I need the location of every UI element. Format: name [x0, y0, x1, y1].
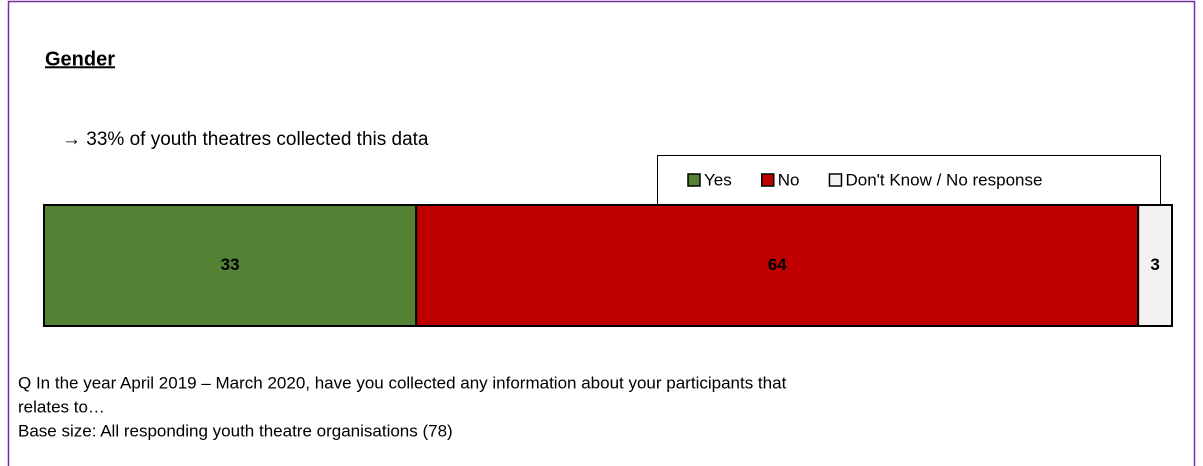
note: Base size: All responding youth theatre … — [18, 421, 453, 440]
legend-swatch — [760, 173, 775, 187]
legend-swatch — [687, 173, 701, 187]
legend-label: Don't Know / No response — [845, 170, 1042, 189]
data-label: 64 — [768, 255, 787, 274]
data-label: 3 — [1150, 255, 1159, 274]
legend-label: No — [778, 170, 800, 189]
legend-label: Yes — [704, 170, 732, 189]
chart-title: Gender — [45, 48, 115, 70]
annotation: → 33% of youth theatres collected this d… — [62, 129, 429, 150]
bar-segment — [1137, 204, 1174, 327]
bar-segment — [415, 204, 1140, 327]
frame — [7, 0, 1196, 466]
note: Q In the year April 2019 – March 2020, h… — [18, 373, 787, 392]
data-label: 33 — [221, 255, 240, 274]
note: relates to… — [18, 397, 105, 416]
bar-segment — [43, 204, 418, 327]
legend-swatch — [828, 173, 843, 187]
